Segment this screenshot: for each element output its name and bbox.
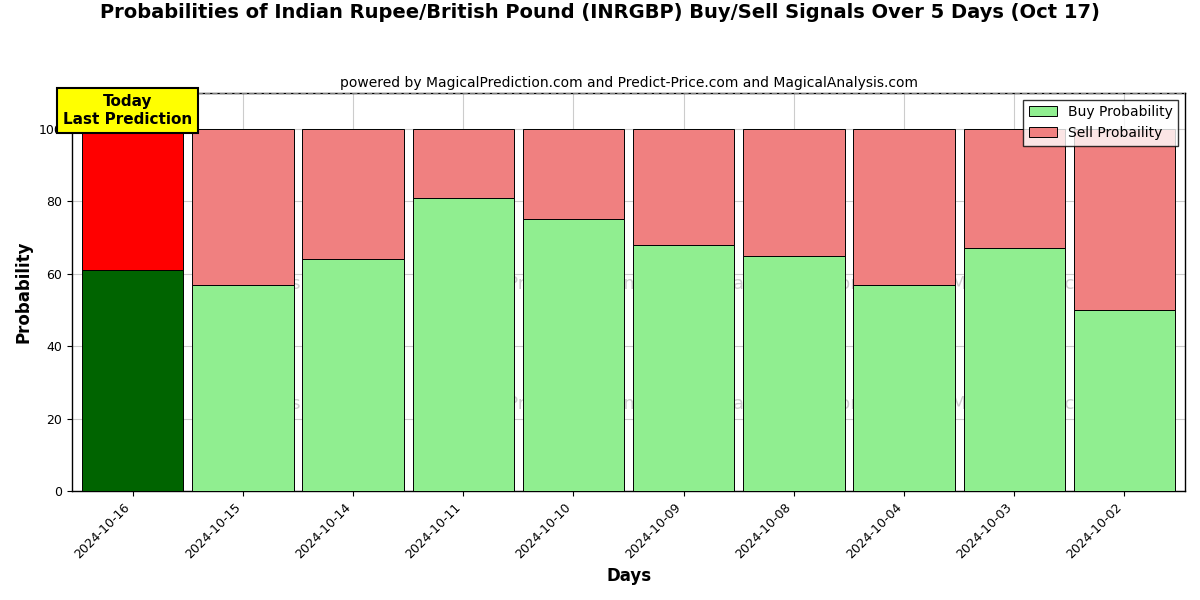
Bar — [192, 129, 294, 284]
Text: calAnalysis.com: calAnalysis.com — [200, 275, 344, 293]
Text: calAnalysis.com: calAnalysis.com — [724, 275, 868, 293]
Bar — [853, 284, 955, 491]
Text: Probabilities of Indian Rupee/British Pound (INRGBP) Buy/Sell Signals Over 5 Day: Probabilities of Indian Rupee/British Po… — [100, 3, 1100, 22]
Bar — [964, 129, 1064, 248]
Bar — [302, 129, 404, 259]
Bar — [82, 270, 184, 491]
Bar — [523, 220, 624, 491]
Y-axis label: Probability: Probability — [16, 241, 34, 343]
Bar — [743, 129, 845, 256]
Text: Today
Last Prediction: Today Last Prediction — [62, 94, 192, 127]
Bar — [192, 284, 294, 491]
Text: calAnalysis.com: calAnalysis.com — [724, 395, 868, 413]
Bar — [743, 256, 845, 491]
Bar — [302, 259, 404, 491]
Text: MagicalPrediction.com: MagicalPrediction.com — [438, 395, 641, 413]
Bar — [632, 129, 734, 245]
Title: powered by MagicalPrediction.com and Predict-Price.com and MagicalAnalysis.com: powered by MagicalPrediction.com and Pre… — [340, 76, 918, 90]
Text: MagicalPrediction.com: MagicalPrediction.com — [950, 275, 1153, 293]
Bar — [632, 245, 734, 491]
Text: MagicalPrediction.com: MagicalPrediction.com — [438, 275, 641, 293]
Bar — [1074, 310, 1175, 491]
Bar — [523, 129, 624, 220]
Bar — [413, 129, 514, 197]
X-axis label: Days: Days — [606, 567, 652, 585]
Legend: Buy Probability, Sell Probaility: Buy Probability, Sell Probaility — [1024, 100, 1178, 146]
Bar — [964, 248, 1064, 491]
Bar — [853, 129, 955, 284]
Text: MagicalPrediction.com: MagicalPrediction.com — [950, 395, 1153, 413]
Bar — [82, 129, 184, 270]
Text: calAnalysis.com: calAnalysis.com — [200, 395, 344, 413]
Bar — [1074, 129, 1175, 310]
Bar — [413, 197, 514, 491]
